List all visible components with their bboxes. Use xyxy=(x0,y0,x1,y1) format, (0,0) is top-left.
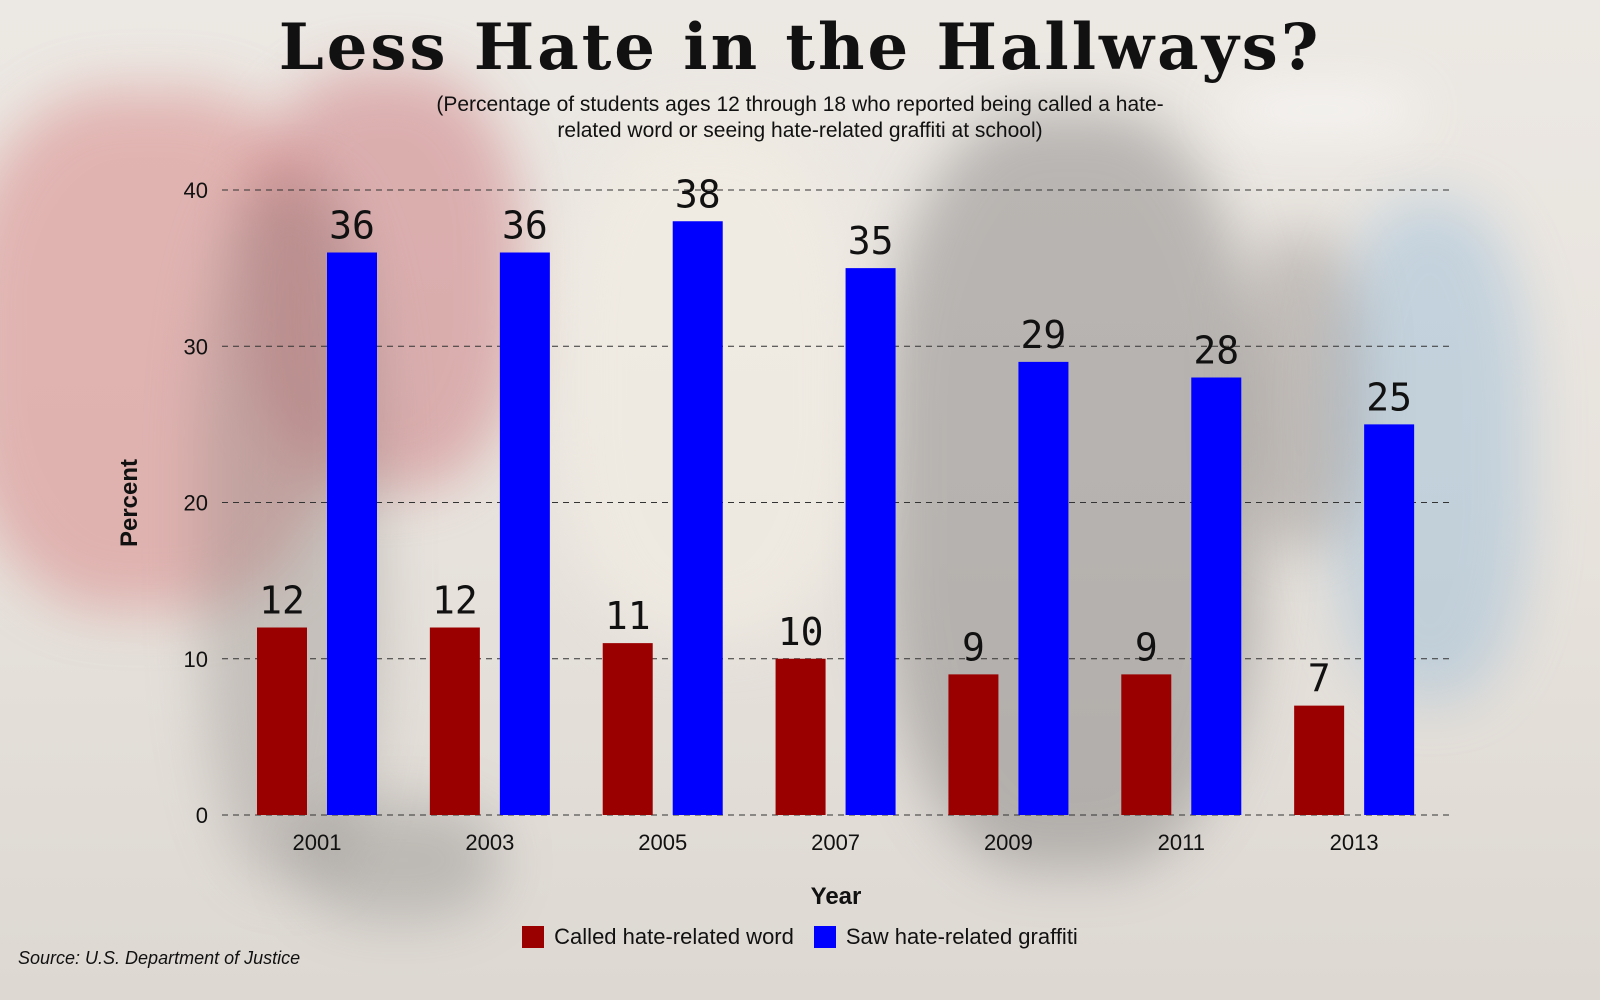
legend-item-graffiti: Saw hate-related graffiti xyxy=(813,924,1078,950)
x-tick-label: 2005 xyxy=(638,830,687,855)
bar-word-2011 xyxy=(1121,674,1172,815)
bar-graffiti-2013 xyxy=(1364,424,1415,815)
x-tick-label: 2011 xyxy=(1158,830,1205,855)
legend-label-graffiti: Saw hate-related graffiti xyxy=(845,924,1078,949)
bar-graffiti-2007 xyxy=(845,268,896,815)
data-label-graffiti-2005: 38 xyxy=(675,172,721,216)
y-tick-label: 40 xyxy=(184,178,208,203)
data-label-word-2009: 9 xyxy=(962,625,985,669)
bar-word-2001 xyxy=(257,627,307,815)
bar-word-2005 xyxy=(602,643,653,815)
legend-label-word: Called hate-related word xyxy=(554,924,794,949)
x-tick-label: 2007 xyxy=(811,830,860,855)
x-tick-label: 2001 xyxy=(293,830,342,855)
x-tick-label: 2003 xyxy=(465,830,514,855)
axis-ticks: 0 10 20 30 40 2001 2003 2005 2007 2009 2011 2013 xyxy=(184,178,1379,855)
grid-lines xyxy=(222,189,1452,816)
bar-graffiti-2001 xyxy=(327,252,377,815)
y-tick-label: 30 xyxy=(184,334,208,359)
chart-title: Less Hate in the Hallways? xyxy=(278,10,1322,85)
x-tick-label: 2013 xyxy=(1330,830,1379,855)
data-label-word-2011: 9 xyxy=(1135,625,1158,669)
legend: Called hate-related word Saw hate-relate… xyxy=(0,924,1600,950)
subtitle-line-1: (Percentage of students ages 12 through … xyxy=(436,93,1164,116)
chart-subtitle: (Percentage of students ages 12 through … xyxy=(360,92,1240,144)
bar-graffiti-2003 xyxy=(499,252,550,815)
bar-graffiti-2011 xyxy=(1191,377,1242,815)
subtitle-line-2: related word or seeing hate-related graf… xyxy=(557,119,1043,142)
y-tick-label: 20 xyxy=(184,491,208,516)
y-tick-label: 10 xyxy=(184,647,208,672)
bar-graffiti-2005 xyxy=(672,221,723,815)
y-axis-title: Percent xyxy=(116,459,143,547)
legend-swatch-graffiti xyxy=(813,926,836,948)
bar-word-2009 xyxy=(948,674,999,815)
data-label-graffiti-2013: 25 xyxy=(1366,375,1412,419)
data-label-word-2013: 7 xyxy=(1308,657,1331,701)
legend-swatch-word xyxy=(522,926,545,948)
data-label-graffiti-2003: 36 xyxy=(502,204,548,248)
source-note: Source: U.S. Department of Justice xyxy=(18,948,301,968)
x-axis-title: Year xyxy=(811,883,862,910)
data-label-word-2003: 12 xyxy=(432,579,478,623)
data-label-graffiti-2007: 35 xyxy=(848,219,894,263)
bar-word-2007 xyxy=(775,658,826,815)
x-tick-label: 2009 xyxy=(984,830,1033,855)
data-label-graffiti-2009: 29 xyxy=(1021,313,1067,357)
data-label-word-2007: 10 xyxy=(778,610,824,654)
bar-word-2003 xyxy=(429,627,480,815)
bars xyxy=(257,221,1415,815)
y-tick-label: 0 xyxy=(196,803,208,828)
data-label-graffiti-2001: 36 xyxy=(329,204,375,248)
bar-word-2013 xyxy=(1294,705,1345,815)
data-labels: 12 36 12 36 11 38 10 35 9 29 9 28 7 25 xyxy=(259,172,1412,700)
legend-item-word: Called hate-related word xyxy=(522,924,794,950)
bar-graffiti-2009 xyxy=(1018,361,1069,815)
data-label-word-2005: 11 xyxy=(605,594,651,638)
data-label-graffiti-2011: 28 xyxy=(1193,329,1239,373)
data-label-word-2001: 12 xyxy=(259,579,305,623)
